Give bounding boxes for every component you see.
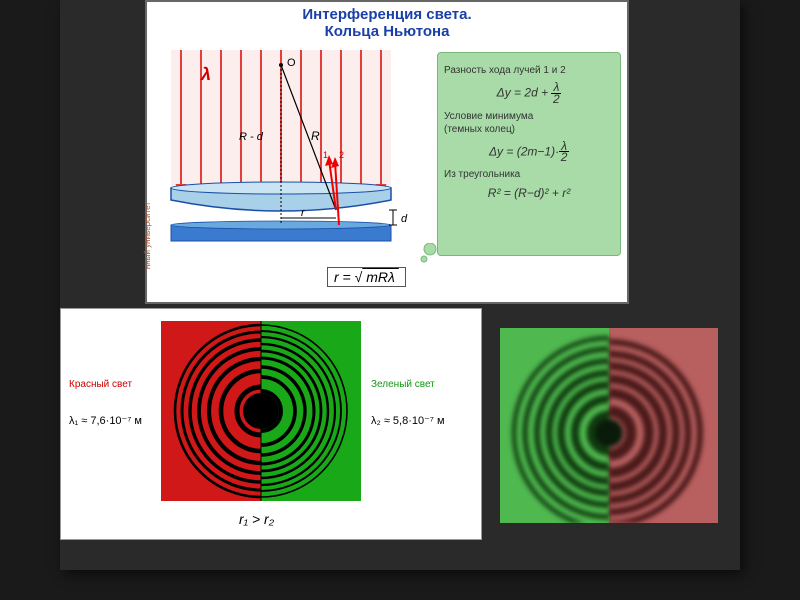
red-lambda: λ₁ ≈ 7,6·10⁻⁷ м	[69, 414, 142, 427]
green-light-label: Зеленый свет	[371, 379, 435, 390]
lambda-label: λ	[200, 64, 211, 84]
eq-path-diff: Δy = 2d + λ2	[444, 82, 614, 105]
Rd-label: R - d	[239, 131, 264, 143]
newton-rings-diagram	[161, 321, 361, 501]
O-label: O	[287, 57, 296, 69]
caption-min2: (темных колец)	[444, 124, 614, 135]
ray1-label: 1	[323, 150, 328, 160]
R-label: R	[311, 129, 320, 143]
optics-diagram: O R R - d r d 1 2 λ	[161, 50, 421, 260]
red-light-label: Красный свет	[69, 379, 132, 390]
d-label: d	[401, 213, 408, 225]
eq-min: Δy = (2m−1)·λ2	[444, 141, 614, 164]
slide-title: Интерференция света. Кольца Ньютона	[147, 2, 627, 40]
top-diagram-panel: Интерференция света. Кольца Ньютона нный…	[145, 0, 629, 304]
rings-photo-panel	[500, 328, 718, 523]
title-line1: Интерференция света.	[302, 6, 471, 23]
caption-min1: Условие минимума	[444, 111, 614, 122]
ray2-label: 2	[339, 150, 344, 160]
radius-formula: r = √ mRλ	[327, 267, 406, 287]
caption-path-diff: Разность хода лучей 1 и 2	[444, 65, 614, 76]
vertical-watermark: нный университет	[143, 202, 152, 269]
title-line2: Кольца Ньютона	[325, 23, 450, 40]
rings-comparison-panel: Красный свет λ₁ ≈ 7,6·10⁻⁷ м Зеленый све…	[60, 308, 482, 540]
caption-triangle: Из треугольника	[444, 169, 614, 180]
radius-inequality: r₁ > r₂	[239, 511, 274, 527]
rings-photo-svg	[500, 328, 718, 523]
eq-triangle: R² = (R−d)² + r²	[444, 186, 614, 200]
callout-tail-icon	[420, 243, 440, 263]
green-lambda: λ₂ ≈ 5,8·10⁻⁷ м	[371, 414, 445, 427]
slide-container: Интерференция света. Кольца Ньютона нный…	[60, 0, 740, 570]
formula-callout: Разность хода лучей 1 и 2 Δy = 2d + λ2 У…	[437, 52, 621, 256]
